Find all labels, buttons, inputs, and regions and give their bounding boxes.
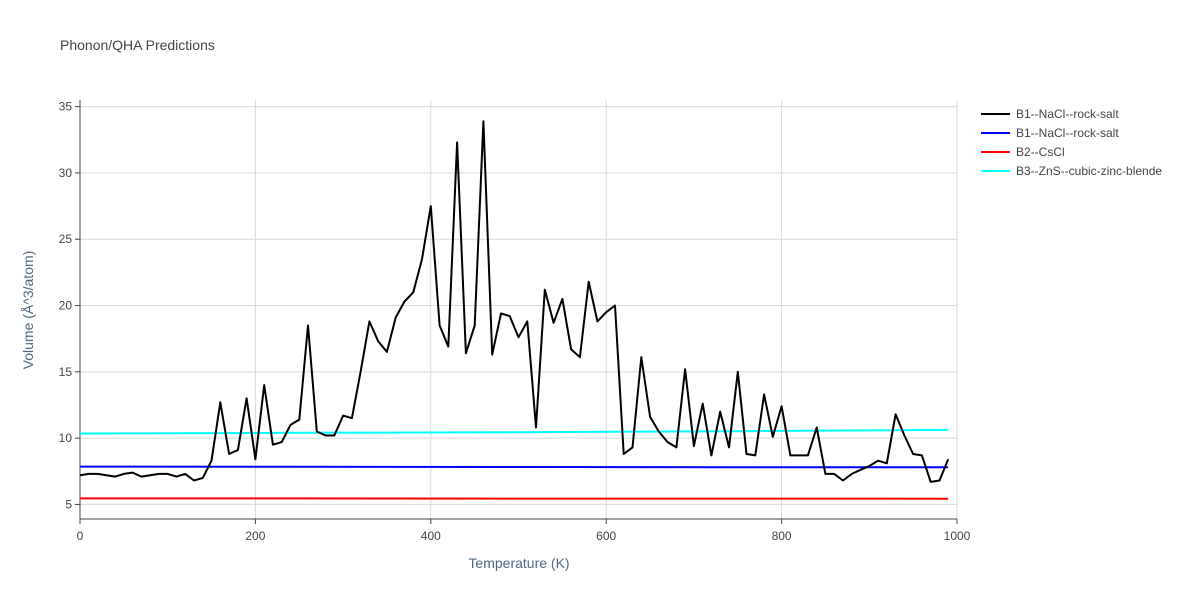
legend-label[interactable]: B3--ZnS--cubic-zinc-blende [1016, 164, 1162, 178]
series-line-2 [79, 465, 949, 469]
y-tick-label: 35 [59, 100, 73, 114]
legend: B1--NaCl--rock-salt B1--NaCl--rock-salt B2… [981, 107, 1162, 178]
plot-area [79, 120, 950, 500]
x-tick-label: 800 [772, 529, 792, 543]
series-line-1 [79, 120, 950, 483]
y-tick-label: 15 [59, 365, 73, 379]
y-tick-label: 25 [59, 232, 73, 246]
x-tick-label: 0 [77, 529, 84, 543]
y-tick-label: 5 [65, 497, 72, 511]
y-tick-label: 20 [59, 299, 73, 313]
x-tick-label: 400 [421, 529, 441, 543]
y-axis-title: Volume (Å^3/atom) [20, 251, 36, 370]
legend-label[interactable]: B1--NaCl--rock-salt [1016, 107, 1119, 121]
x-axis-title: Temperature (K) [468, 555, 569, 571]
x-tick-label: 600 [596, 529, 616, 543]
axes: 0 200 400 600 800 1000 5 10 15 20 25 30 35 [59, 100, 971, 543]
legend-label[interactable]: B2--CsCl [1016, 145, 1065, 159]
x-tick-label: 200 [245, 529, 265, 543]
legend-label[interactable]: B1--NaCl--rock-salt [1016, 126, 1119, 140]
y-tick-label: 10 [59, 431, 73, 445]
chart-title: Phonon/QHA Predictions [60, 37, 215, 53]
x-tick-label: 1000 [944, 529, 971, 543]
y-tick-label: 30 [59, 166, 73, 180]
